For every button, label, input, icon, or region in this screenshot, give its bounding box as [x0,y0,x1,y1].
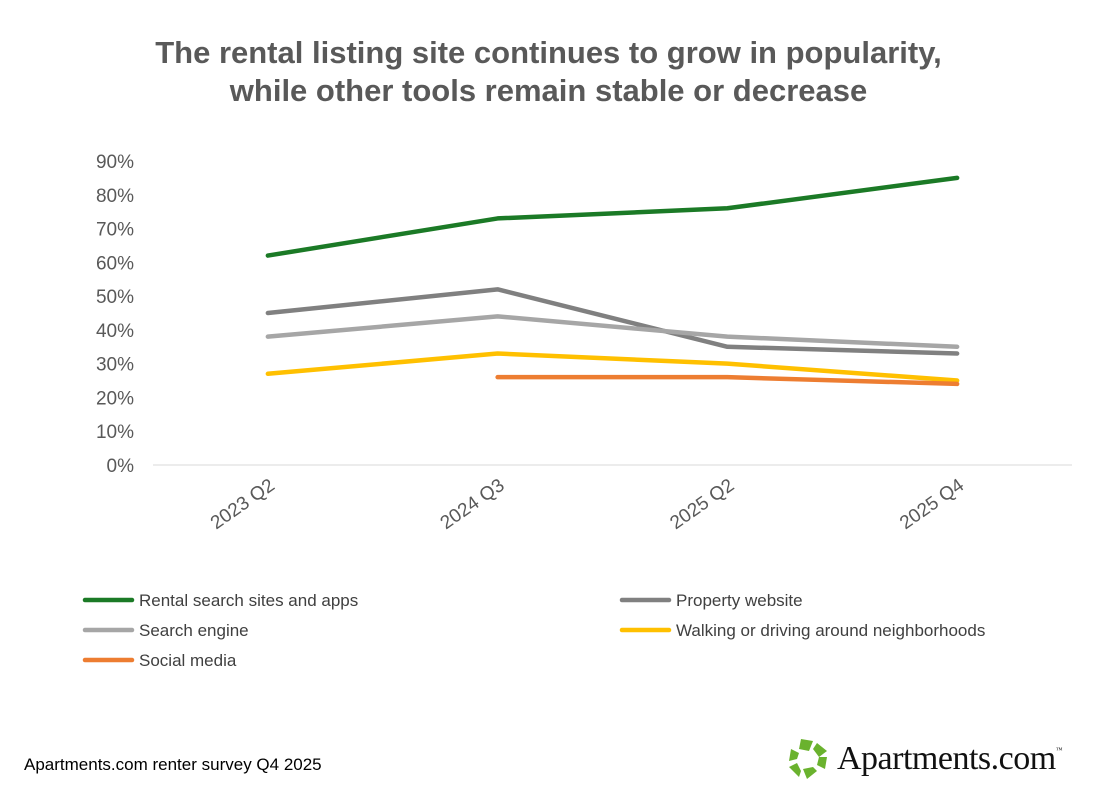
y-tick-label: 60% [96,253,134,274]
x-tick-label: 2025 Q4 [896,475,968,534]
x-tick-label: 2025 Q2 [666,475,738,534]
y-tick-label: 10% [96,422,134,443]
y-tick-label: 40% [96,321,134,342]
legend-label: Walking or driving around neighborhoods [676,621,985,640]
legend-label: Rental search sites and apps [139,591,358,610]
apartments-logo: Apartments.com™ [787,737,1063,781]
chart-title-line-1: The rental listing site continues to gro… [155,35,942,70]
y-tick-label: 90% [96,152,134,173]
y-tick-label: 70% [96,220,134,241]
series-line-4 [495,374,960,387]
x-tick-label: 2023 Q2 [207,475,279,534]
y-tick-label: 80% [96,186,134,207]
star-logo-icon [789,739,827,779]
chart-title-line-2: while other tools remain stable or decre… [229,73,868,108]
legend-label: Search engine [139,621,249,640]
source-note: Apartments.com renter survey Q4 2025 [24,755,322,774]
y-tick-label: 20% [96,388,134,409]
y-tick-label: 50% [96,287,134,308]
legend-label: Social media [139,651,237,670]
legend-label: Property website [676,591,803,610]
chart-title: The rental listing site continues to gro… [0,34,1097,110]
logo-text: Apartments.com™ [837,740,1063,777]
series-line-1 [265,287,960,356]
y-tick-label: 0% [107,456,135,477]
series-line-0 [265,175,960,258]
y-tick-label: 30% [96,355,134,376]
x-tick-label: 2024 Q3 [437,475,509,534]
series-line-2 [265,314,960,350]
series-line-3 [265,351,960,383]
